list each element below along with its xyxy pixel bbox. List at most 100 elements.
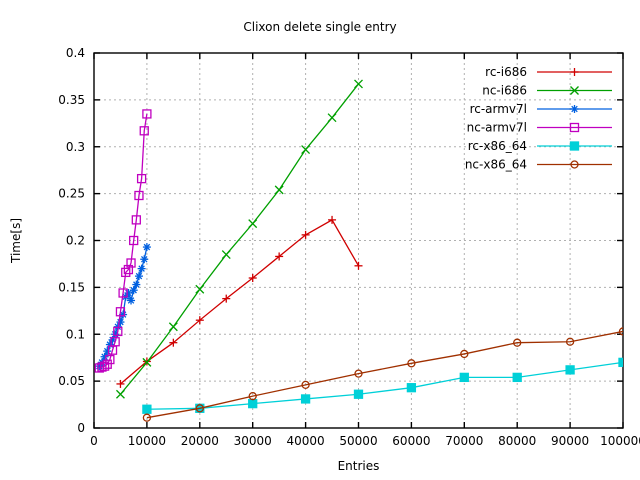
legend-marker-rc-x86_64 [569,141,580,151]
y-tick-label: 0 [77,421,85,435]
series-marker [102,359,112,369]
series-marker [565,365,575,375]
y-tick-label: 0.05 [58,374,85,388]
x-tick-label: 30000 [234,434,272,448]
series-nc-x86_64 [142,327,623,422]
x-tick-label: 70000 [445,434,483,448]
series-marker [618,327,623,336]
y-tick-label: 0.2 [66,234,85,248]
series-marker [195,404,204,413]
series-marker [460,349,469,359]
series-marker [131,215,141,225]
series-line [98,246,148,367]
legend-marker-rc-armv7l [571,105,578,113]
series-nc-i686 [115,79,363,399]
series-marker [513,338,522,347]
x-axis-label: Entries [338,459,380,473]
series-marker [248,219,258,229]
legend-marker-nc-x86_64 [570,160,579,169]
series-line [146,361,623,410]
legend-marker-nc-i686 [570,86,579,95]
series-marker [139,126,149,136]
series-marker [512,372,522,383]
series-marker [407,359,416,368]
y-tick-label: 0.4 [66,46,85,60]
data-series-group [94,79,623,422]
y-tick-label: 0.35 [58,93,85,107]
series-marker [354,79,363,89]
x-tick-label: 40000 [287,434,325,448]
series-marker [130,286,137,294]
series-marker [140,255,148,263]
y-tick-label: 0.25 [58,187,85,201]
legend-label-rc-x86_64: rc-x86_64 [468,139,527,153]
series-marker [135,272,143,280]
legend-label-nc-x86_64: nc-x86_64 [465,158,527,172]
series-line [99,113,148,369]
series-marker [168,322,178,332]
series-marker [300,394,311,404]
series-marker [97,362,107,372]
legend-label-rc-i686: rc-i686 [485,65,527,79]
series-rc-i686 [116,215,363,388]
series-nc-armv7l [94,109,152,373]
series-marker [142,413,152,422]
series-marker [248,391,257,401]
series-marker [565,337,575,346]
x-tick-label: 100000 [600,434,640,448]
x-tick-label: 90000 [551,434,589,448]
series-marker [134,190,144,201]
series-marker [142,357,152,367]
series-marker [142,109,152,119]
series-marker [136,173,147,184]
series-marker [101,353,108,361]
series-marker [274,185,284,195]
series-marker [618,357,623,368]
series-marker [195,284,205,294]
series-marker [143,243,151,251]
chart-title: Clixon delete single entry [243,20,397,34]
series-line [120,218,360,385]
series-rc-armv7l [95,243,151,371]
x-tick-label: 80000 [498,434,536,448]
series-marker [113,326,123,337]
series-marker [121,267,131,278]
series-marker [110,337,120,347]
y-tick-label: 0.3 [66,140,85,154]
series-marker [301,145,311,155]
legend: rc-i686 nc-i686 rc-armv7l nc-armv7l rc-x86_6… [465,65,612,172]
series-line [146,330,623,419]
series-marker [301,380,310,390]
series-marker [127,297,135,304]
series-marker [118,288,128,298]
series-marker [138,265,145,272]
x-tick-label: 20000 [181,434,219,448]
legend-marker-nc-armv7l [569,122,580,133]
series-marker [406,383,417,393]
x-tick-label: 50000 [339,434,377,448]
axis-ticks: 0 0.05 0.1 0.15 0.2 0.25 0.3 0.35 0.4 0 10000 20000… [58,46,640,448]
series-marker [126,258,136,268]
x-tick-label: 60000 [392,434,430,448]
series-marker [133,281,140,288]
series-marker [354,369,363,378]
series-marker [142,404,152,414]
series-marker [353,389,364,399]
x-tick-label: 10000 [128,434,166,448]
series-marker [123,264,134,275]
series-line [119,83,360,395]
series-marker [115,307,126,317]
series-marker [115,389,125,399]
y-tick-label: 0.1 [66,327,85,341]
series-marker [99,361,110,371]
series-marker [327,113,337,123]
y-tick-label: 0.15 [58,280,85,294]
series-marker [459,372,469,383]
legend-label-nc-armv7l: nc-armv7l [467,121,527,135]
legend-label-nc-i686: nc-i686 [482,84,527,98]
series-marker [221,250,231,260]
series-marker [129,235,139,246]
y-axis-label: Time[s] [9,218,23,264]
